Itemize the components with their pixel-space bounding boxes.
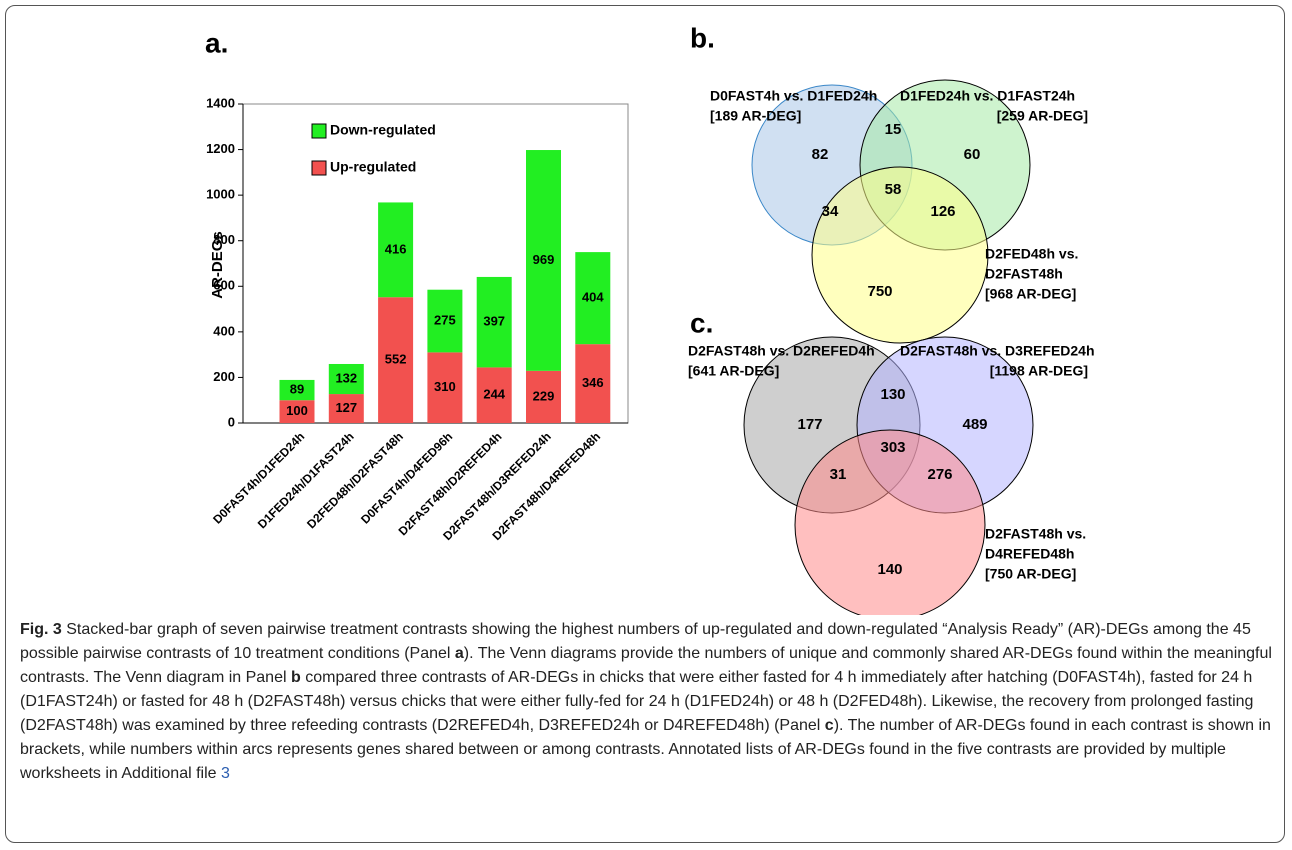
bar-segment bbox=[378, 202, 414, 298]
bar-segment bbox=[476, 276, 512, 368]
value-label: 310 bbox=[434, 379, 456, 394]
caption-panel-ref: a bbox=[454, 645, 464, 662]
y-tick-label: 200 bbox=[213, 369, 235, 384]
set-label: [189 AR-DEG] bbox=[710, 108, 801, 124]
venn-set bbox=[811, 166, 989, 344]
set-label: [1198 AR-DEG] bbox=[990, 363, 1088, 379]
venn-set bbox=[794, 429, 986, 615]
region-count: 303 bbox=[880, 439, 905, 456]
set-label: [968 AR-DEG] bbox=[985, 286, 1076, 302]
y-tick-label: 600 bbox=[213, 278, 235, 293]
bar-segment bbox=[427, 289, 463, 353]
value-label: 132 bbox=[335, 370, 357, 385]
x-tick-label: D2FED48h/D2FAST48h bbox=[304, 429, 406, 531]
caption-text: compared three contrasts of AR-DEGs in c… bbox=[20, 669, 1254, 734]
bar-segment bbox=[526, 150, 561, 371]
value-label: 229 bbox=[533, 388, 555, 403]
value-label: 244 bbox=[483, 387, 505, 402]
caption-text: Stacked-bar graph of seven pairwise trea… bbox=[20, 621, 1251, 662]
caption-label: Fig. 3 bbox=[20, 621, 62, 638]
region-count: 140 bbox=[877, 561, 902, 578]
value-label: 552 bbox=[385, 352, 407, 367]
value-label: 100 bbox=[286, 403, 308, 418]
value-label: 404 bbox=[582, 290, 604, 305]
panel-label: c. bbox=[690, 307, 713, 338]
region-count: 126 bbox=[930, 203, 955, 220]
caption-panel-ref: b bbox=[290, 669, 301, 686]
figure: a. 0 200 400 600 800 1000 1200 1400 AR-DEGs 100 89 D… bbox=[205, 22, 1095, 615]
legend-swatch bbox=[311, 123, 327, 139]
bar-segment bbox=[575, 344, 611, 423]
value-label: 275 bbox=[434, 312, 456, 327]
x-tick-label: D0FAST4h/D1FED24h bbox=[210, 429, 307, 526]
file-link[interactable]: 3 bbox=[221, 765, 230, 782]
set-label: D1FED24h vs. D1FAST24h bbox=[900, 88, 1075, 104]
region-count: 34 bbox=[822, 203, 839, 220]
y-tick-label: 1200 bbox=[206, 141, 235, 156]
y-tick-label: 1000 bbox=[206, 187, 235, 202]
region-count: 750 bbox=[867, 283, 892, 300]
panel-label: b. bbox=[690, 22, 715, 53]
legend-label: Up-regulated bbox=[330, 159, 416, 175]
y-tick-label: 400 bbox=[213, 323, 235, 338]
bar-segment bbox=[378, 297, 414, 423]
value-label: 89 bbox=[290, 382, 304, 397]
region-count: 15 bbox=[885, 121, 902, 138]
region-count: 177 bbox=[797, 416, 822, 433]
set-label: [750 AR-DEG] bbox=[985, 566, 1076, 582]
caption-text: ). The Venn diagrams provide the numbers… bbox=[20, 645, 1272, 686]
bar-segment bbox=[328, 363, 364, 395]
set-label: [259 AR-DEG] bbox=[997, 108, 1088, 124]
y-axis-label: AR-DEGs bbox=[209, 231, 226, 299]
bar-segment bbox=[279, 400, 315, 423]
bar-segment bbox=[476, 367, 512, 423]
legend-label: Down-regulated bbox=[330, 122, 436, 138]
set-label: D2FED48h vs. bbox=[985, 246, 1078, 262]
x-tick-label: D0FAST4h/D4FED96h bbox=[358, 429, 455, 526]
figure-frame bbox=[5, 5, 1285, 843]
region-count: 58 bbox=[885, 181, 902, 198]
caption: Fig. 3 Stacked-bar graph of seven pairwi… bbox=[20, 618, 1275, 786]
y-tick-label: 800 bbox=[213, 232, 235, 247]
set-label: [641 AR-DEG] bbox=[688, 363, 779, 379]
bar-segment bbox=[328, 394, 364, 423]
region-count: 489 bbox=[962, 416, 987, 433]
y-tick-label: 1400 bbox=[206, 95, 235, 110]
caption-text: ). The number of AR-DEGs found in each c… bbox=[20, 717, 1271, 782]
set-label: D4REFED48h bbox=[985, 546, 1074, 562]
value-label: 127 bbox=[335, 400, 357, 415]
bar-segment bbox=[279, 379, 315, 401]
set-label: D2FAST48h vs. D3REFED24h bbox=[900, 343, 1095, 359]
caption-panel-ref: c bbox=[824, 717, 834, 734]
value-label: 346 bbox=[582, 375, 604, 390]
region-count: 31 bbox=[830, 466, 847, 483]
set-label: D2FAST48h vs. bbox=[985, 526, 1086, 542]
panel-label: a. bbox=[205, 27, 228, 58]
region-count: 60 bbox=[964, 146, 981, 163]
x-tick-label: D1FED24h/D1FAST24h bbox=[255, 429, 357, 531]
set-label: D0FAST4h vs. D1FED24h bbox=[710, 88, 877, 104]
set-label: D2FAST48h vs. D2REFED4h bbox=[688, 343, 875, 359]
value-label: 416 bbox=[385, 241, 407, 256]
y-tick-label: 0 bbox=[228, 414, 235, 429]
bar-segment bbox=[427, 352, 463, 423]
region-count: 276 bbox=[927, 466, 952, 483]
value-label: 397 bbox=[483, 314, 505, 329]
legend-swatch bbox=[311, 160, 327, 176]
value-label: 969 bbox=[533, 252, 555, 267]
bar-segment bbox=[575, 252, 611, 345]
set-label: D2FAST48h bbox=[985, 266, 1063, 282]
region-count: 82 bbox=[812, 146, 829, 163]
bar-segment bbox=[526, 370, 561, 423]
region-count: 130 bbox=[880, 386, 905, 403]
